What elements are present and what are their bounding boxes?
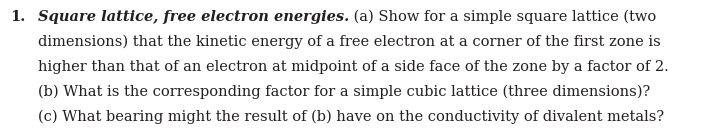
Text: higher than that of an electron at midpoint of a side face of the zone by a fact: higher than that of an electron at midpo… bbox=[38, 60, 669, 74]
Text: (b) What is the corresponding factor for a simple cubic lattice (three dimension: (b) What is the corresponding factor for… bbox=[38, 85, 650, 99]
Text: 1.: 1. bbox=[10, 10, 25, 24]
Text: dimensions) that the kinetic energy of a free electron at a corner of the first : dimensions) that the kinetic energy of a… bbox=[38, 35, 661, 49]
Text: (c) What bearing might the result of (b) have on the conductivity of divalent me: (c) What bearing might the result of (b)… bbox=[38, 110, 664, 124]
Text: (a) Show for a simple square lattice (two: (a) Show for a simple square lattice (tw… bbox=[349, 10, 657, 24]
Text: Square lattice, free electron energies.: Square lattice, free electron energies. bbox=[38, 10, 349, 24]
